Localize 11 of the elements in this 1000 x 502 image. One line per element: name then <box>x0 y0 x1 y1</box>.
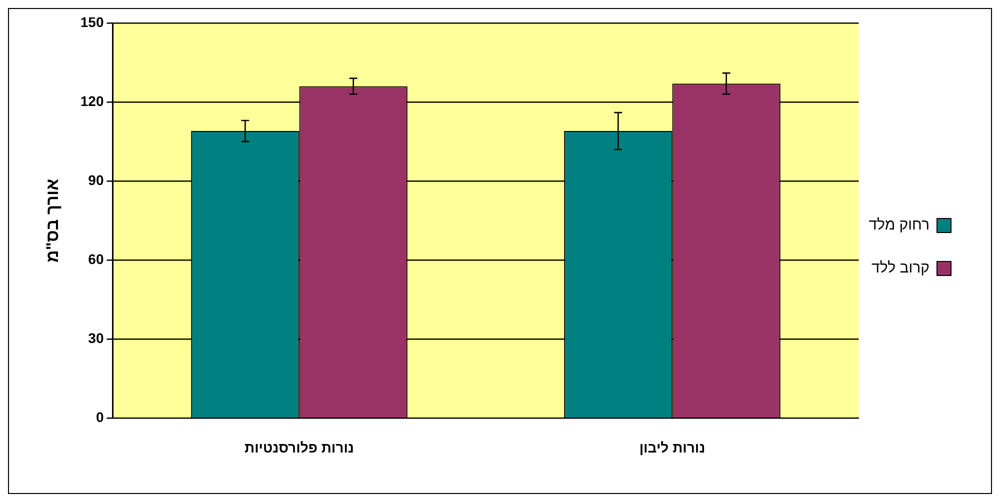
y-tick-label: 120 <box>80 92 104 109</box>
y-tick-label: 60 <box>88 250 104 267</box>
x-tick-label: נורות ליבון <box>639 439 706 456</box>
y-axis-title: אורך בס"מ <box>42 178 62 262</box>
y-tick-label: 0 <box>96 409 104 426</box>
y-tick-label: 30 <box>88 330 104 346</box>
legend-label: קרוב ללד <box>872 260 930 277</box>
y-tick-label: 150 <box>80 14 104 30</box>
x-tick-label: נורות פלורסנטיות <box>244 439 354 456</box>
y-tick-label: 90 <box>88 172 104 188</box>
legend-label: רחוק מלד <box>868 216 930 234</box>
